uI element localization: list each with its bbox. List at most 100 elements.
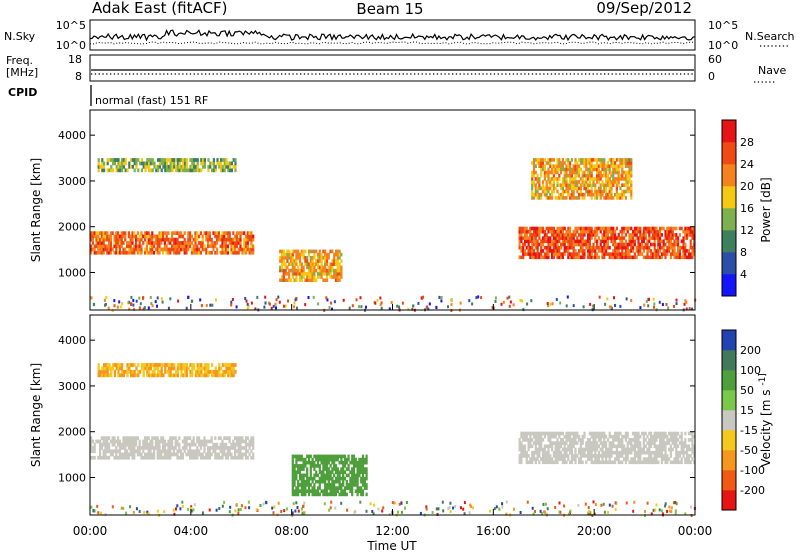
power-cell-0 [102,247,105,252]
power-cell-3 [637,252,640,256]
power-cell-4 [574,164,577,168]
velocity-cell-2 [306,467,309,471]
power-clutter [625,297,628,301]
power-cell-3 [523,226,527,231]
power-cell-4 [540,167,543,172]
velocity-cell-3 [583,447,586,452]
velocity-cell-2 [333,483,336,487]
power-clutter [284,304,287,308]
velocity-clutter [138,510,141,513]
power-cell-0 [113,241,116,245]
velocity-cell-3 [554,447,557,452]
power-cell-4 [556,180,559,184]
power-cell-1 [157,164,160,169]
velocity-cell-3 [570,450,573,455]
velocity-clutter [295,501,298,505]
power-cell-0 [216,231,219,235]
power-cell-3 [617,236,620,240]
x-tick-label: 20:00 [577,524,612,538]
power-cell-0 [201,234,204,239]
velocity-cell-0 [90,449,93,454]
power-cell-3 [641,236,644,240]
x-tick-label: 08:00 [274,524,309,538]
velocity-cell-3 [583,431,586,436]
power-cell-4 [619,164,622,168]
power-cell-3 [567,229,570,234]
velocity-cell-0 [145,446,148,450]
power-cell-0 [241,247,244,252]
velocity-cell-2 [342,454,345,459]
velocity-cell-0 [162,439,165,444]
power-cell-0 [115,247,118,252]
power-cell-3 [547,236,550,240]
power-cell-3 [529,229,532,234]
velocity-cell-3 [541,457,545,461]
power-cell-4 [606,196,609,200]
velocity-cell-2 [361,454,365,459]
power-cell-4 [556,158,559,162]
velocity-cell-3 [560,438,563,442]
velocity-cell-3 [671,460,674,465]
power-clutter [589,302,592,306]
velocity-cell-0 [144,446,147,450]
power-clutter [450,303,453,307]
power-cell-3 [621,255,624,260]
power-cell-3 [650,252,653,256]
power-cell-0 [95,241,98,245]
velocity-cell-2 [315,470,318,474]
velocity-cell-3 [592,438,595,442]
velocity-cell-0 [228,449,231,454]
velocity-cell-3 [655,438,658,442]
velocity-cell-3 [523,447,527,452]
power-cell-0 [185,247,188,252]
power-cell-3 [655,233,658,237]
power-cell-4 [579,183,582,187]
power-cell-3 [585,229,588,234]
velocity-cell-1 [140,366,143,371]
power-cell-0 [138,247,141,252]
power-cell-3 [547,252,550,256]
velocity-cell-1 [225,363,228,367]
power-cell-0 [108,237,111,242]
velocity-cell-0 [133,452,136,457]
velocity-cell-3 [653,454,656,458]
power-cell-3 [554,249,557,253]
power-cell-4 [626,173,629,178]
power-cell-3 [653,242,656,247]
power-cell-3 [569,245,572,250]
power-cell-3 [669,242,672,247]
velocity-cell-3 [520,450,523,455]
power-cell-0 [243,241,246,245]
velocity-cell-3 [623,457,626,461]
nsearch-line [89,41,696,45]
power-cell-3 [581,245,584,250]
power-cell-3 [520,249,523,253]
power-cell-3 [633,233,636,237]
velocity-cell-3 [558,447,561,452]
velocity-clutter [448,506,451,509]
velocity-cell-3 [556,431,559,436]
power-cell-4 [578,167,581,172]
power-cell-3 [689,233,692,237]
power-cell-2 [280,275,284,279]
velocity-cell-1 [211,369,214,374]
power-cell-4 [572,170,575,175]
power-cell-3 [529,236,532,240]
power-cell-0 [91,237,94,242]
power-cell-3 [653,233,656,237]
power-cell-4 [578,164,581,168]
power-cell-3 [655,229,658,234]
velocity-cell-2 [351,489,354,493]
power-cell-2 [302,249,305,254]
power-cell-2 [295,278,298,282]
velocity-cell-3 [678,441,681,445]
velocity-cell-3 [532,434,536,439]
power-cell-0 [108,250,111,255]
power-cell-3 [567,249,570,253]
velocity-cell-1 [142,369,145,374]
power-cell-4 [547,170,550,175]
power-cell-3 [590,249,593,253]
velocity-cell-1 [225,369,228,374]
velocity-cell-3 [574,441,577,445]
power-cell-0 [180,244,183,249]
